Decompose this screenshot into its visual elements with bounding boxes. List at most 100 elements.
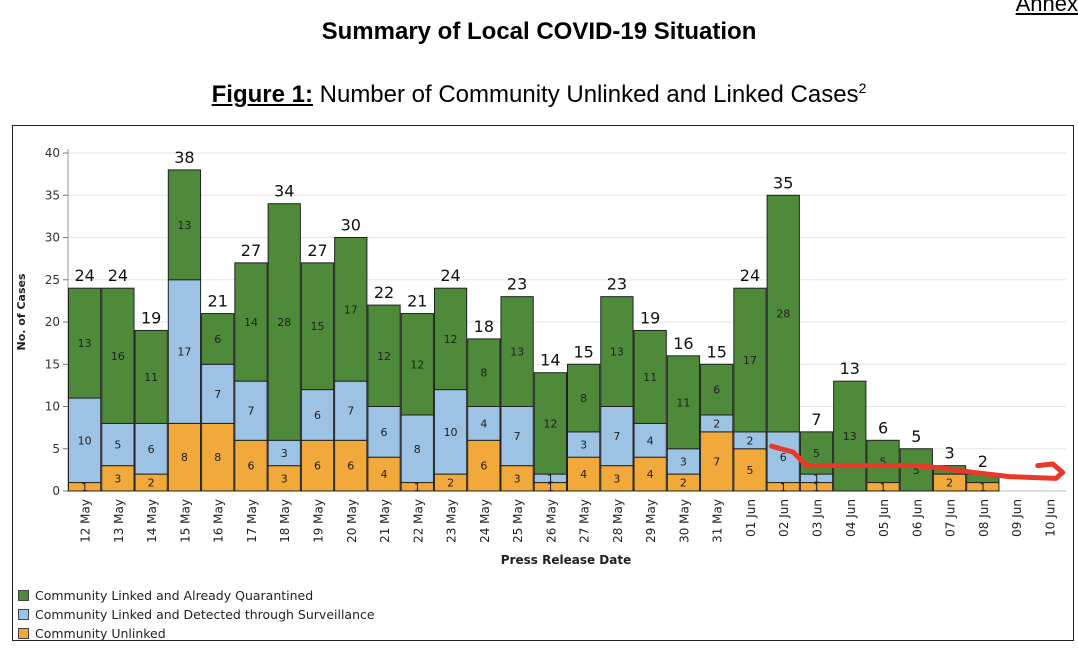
x-tick-label: 03 Jun xyxy=(811,499,825,537)
segment-label: 8 xyxy=(480,367,487,380)
bar-segment xyxy=(633,329,667,424)
bar-segment xyxy=(567,431,601,458)
legend-swatch-unlinked xyxy=(18,628,29,639)
segment-label: 1 xyxy=(880,481,887,494)
x-tick-label: 02 Jun xyxy=(777,499,791,537)
segment-label: 17 xyxy=(177,346,191,359)
x-tick-label: 08 Jun xyxy=(977,499,991,537)
bar-segment xyxy=(766,194,800,433)
segment-label: 3 xyxy=(114,472,121,485)
segment-label: 11 xyxy=(643,371,657,384)
segment-label: 4 xyxy=(480,417,487,430)
bar-segment xyxy=(68,397,102,484)
segment-label: 4 xyxy=(381,468,388,481)
x-tick-label: 09 Jun xyxy=(1010,499,1024,537)
segment-label: 5 xyxy=(913,464,920,477)
segment-label: 13 xyxy=(610,346,624,359)
segment-label: 3 xyxy=(680,455,687,468)
segment-label: 2 xyxy=(946,477,953,490)
segment-label: 12 xyxy=(377,350,391,363)
segment-label: 6 xyxy=(214,333,221,346)
chart-legend: Community Linked and Already Quarantined… xyxy=(18,586,375,643)
x-tick-label: 28 May xyxy=(611,499,625,543)
x-tick-label: 27 May xyxy=(578,499,592,543)
bar-segment xyxy=(633,456,667,492)
segment-label: 13 xyxy=(510,346,524,359)
bar-segment xyxy=(633,422,667,458)
segment-label: 3 xyxy=(514,472,521,485)
x-tick-label: 06 Jun xyxy=(910,499,924,537)
segment-label: 5 xyxy=(880,455,887,468)
bar-segment xyxy=(733,448,767,492)
figure-text: Number of Community Unlinked and Linked … xyxy=(312,81,859,108)
chart-frame xyxy=(12,125,1074,641)
bar-segment xyxy=(500,296,534,407)
segment-label: 6 xyxy=(713,384,720,397)
bar-total-label: 19 xyxy=(141,308,161,327)
x-tick-label: 13 May xyxy=(112,499,126,543)
segment-label: 5 xyxy=(114,439,121,452)
bar-segment xyxy=(334,237,368,382)
segment-label: 6 xyxy=(780,451,787,464)
segment-label: 17 xyxy=(743,354,757,367)
bar-segment xyxy=(367,304,401,408)
x-axis-label: Press Release Date xyxy=(501,553,631,567)
bar-segment xyxy=(267,465,301,492)
segment-label: 3 xyxy=(281,472,288,485)
bar-segment xyxy=(433,287,468,391)
bar-segment xyxy=(101,422,135,467)
segment-label: 12 xyxy=(444,333,458,346)
bar-total-label: 24 xyxy=(440,266,460,285)
segment-label: 1 xyxy=(780,481,787,494)
legend-item-unlinked: Community Unlinked xyxy=(18,624,375,643)
bar-total-label: 14 xyxy=(540,351,560,370)
page-title: Summary of Local COVID-19 Situation xyxy=(321,18,757,45)
bar-segment xyxy=(334,380,368,441)
segment-label: 1 xyxy=(813,472,820,485)
annex-label: Annex xyxy=(1015,0,1078,16)
bar-total-label: 21 xyxy=(208,292,228,311)
x-tick-label: 26 May xyxy=(544,499,558,543)
segment-label: 5 xyxy=(746,464,753,477)
y-tick-label: 35 xyxy=(45,188,60,202)
segment-label: 6 xyxy=(148,443,155,456)
x-tick-label: 17 May xyxy=(245,499,259,543)
segment-label: 14 xyxy=(244,316,258,329)
bar-segment xyxy=(267,203,301,441)
x-tick-label: 16 May xyxy=(212,499,226,543)
bar-total-label: 24 xyxy=(740,266,760,285)
figure-title: Figure 1: Number of Community Unlinked a… xyxy=(0,80,1078,109)
x-tick-label: 15 May xyxy=(178,499,192,543)
bar-total-label: 18 xyxy=(474,317,494,336)
legend-item-quarantined: Community Linked and Already Quarantined xyxy=(18,586,375,605)
segment-label: 7 xyxy=(514,430,521,443)
bar-total-label: 16 xyxy=(673,334,693,353)
x-tick-label: 31 May xyxy=(711,499,725,543)
bar-segment xyxy=(866,439,900,484)
segment-label: 2 xyxy=(746,434,753,447)
segment-label: 6 xyxy=(247,460,254,473)
y-tick-label: 25 xyxy=(45,273,60,287)
bar-segment xyxy=(134,422,168,475)
bar-total-label: 30 xyxy=(341,216,361,235)
bar-segment xyxy=(300,262,335,391)
segment-label: 3 xyxy=(580,439,587,452)
legend-label-quarantined: Community Linked and Already Quarantined xyxy=(35,588,314,603)
segment-label: 7 xyxy=(214,388,221,401)
x-tick-label: 14 May xyxy=(145,499,159,543)
bar-total-label: 22 xyxy=(374,283,394,302)
figure-footnote-marker: 2 xyxy=(858,80,867,96)
bar-total-label: 3 xyxy=(944,444,954,463)
bar-total-label: 15 xyxy=(707,342,727,361)
segment-label: 1 xyxy=(414,481,421,494)
bar-segment xyxy=(334,439,368,492)
x-tick-label: 22 May xyxy=(411,499,425,543)
bar-segment xyxy=(400,414,434,484)
segment-label: 1 xyxy=(547,472,554,485)
x-tick-label: 12 May xyxy=(79,499,93,543)
y-axis-label: No. of Cases xyxy=(15,273,28,350)
segment-label: 12 xyxy=(410,358,424,371)
bar-segment xyxy=(533,372,568,475)
segment-label: 10 xyxy=(78,434,92,447)
y-tick-label: 30 xyxy=(45,231,60,245)
